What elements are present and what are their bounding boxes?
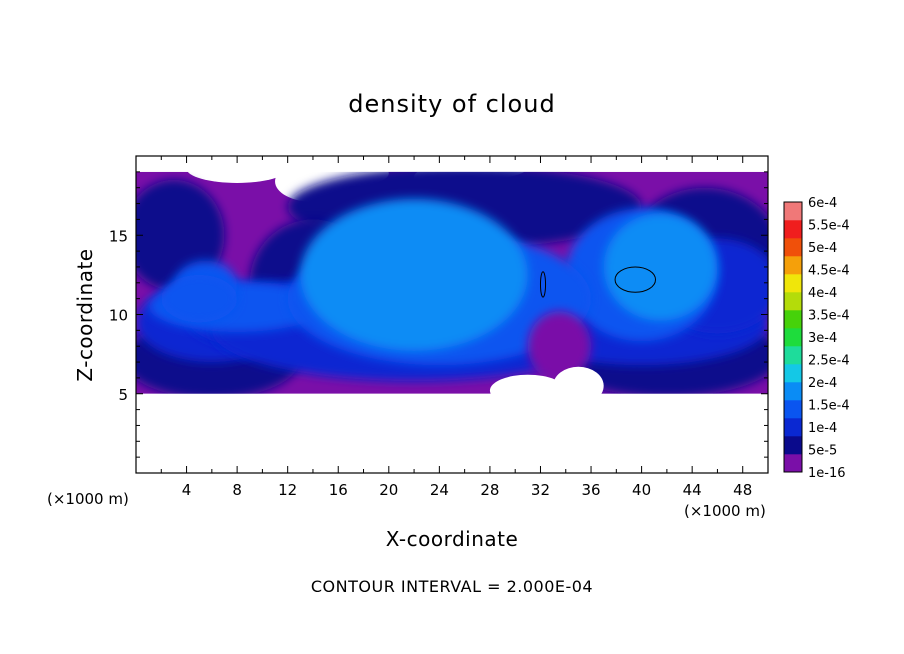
colorbar-label: 5.5e-4: [808, 219, 850, 234]
x-axis-title: X-coordinate: [386, 527, 519, 551]
contour-interval-note: CONTOUR INTERVAL = 2.000E-04: [311, 577, 593, 596]
contour-line: [539, 271, 547, 298]
colorbar-swatch: [784, 382, 802, 401]
colorbar-swatch: [784, 238, 802, 257]
colorbar-swatch: [784, 292, 802, 311]
cloud-intrusion: [527, 311, 592, 382]
colorbar-swatch: [784, 346, 802, 365]
colorbar-swatch: [784, 364, 802, 383]
colorbar-swatch: [784, 328, 802, 347]
x-tick-label: 48: [733, 481, 752, 499]
colorbar-swatch: [784, 418, 802, 437]
colorbar-label: 2e-4: [808, 376, 837, 391]
y-tick-label: 10: [109, 307, 128, 325]
colorbar-label: 1.5e-4: [808, 399, 850, 414]
colorbar-frame: [783, 201, 803, 473]
colorbar-swatch: [784, 454, 802, 473]
x-tick-label: 32: [531, 481, 550, 499]
x-tick-label: 12: [278, 481, 297, 499]
x-tick-label: 16: [329, 481, 348, 499]
colorbar: 1e-16 5e-5 1e-4 1.5e-4 2e-4 2.5e-4 3e-4 3.5e-4 4…: [783, 196, 850, 481]
y-axis-title: Z-coordinate: [73, 248, 97, 381]
colorbar-label: 6e-4: [808, 196, 837, 211]
x-axis-unit-right: (×1000 m): [684, 502, 766, 520]
colorbar-swatch: [784, 274, 802, 293]
colorbar-label: 3e-4: [808, 331, 837, 346]
cloud-core: [603, 213, 718, 321]
colorbar-swatch: [784, 220, 802, 239]
x-tick-label: 8: [232, 481, 242, 499]
colorbar-swatch: [784, 310, 802, 329]
x-axis-unit-left: (×1000 m): [47, 490, 129, 508]
colorbar-label: 5e-5: [808, 444, 837, 459]
colorbar-swatch: [784, 256, 802, 275]
x-tick-label: 24: [430, 481, 449, 499]
x-tick-label: 36: [581, 481, 600, 499]
colorbar-label: 2.5e-4: [808, 354, 850, 369]
colorbar-swatch: [784, 400, 802, 419]
chart-title: density of cloud: [348, 90, 555, 118]
colorbar-swatch: [784, 202, 802, 221]
colorbar-label: 1e-16: [808, 466, 846, 481]
y-axis-ticks: 5 10 15: [109, 171, 768, 458]
cloud-plume: [161, 274, 238, 323]
colorbar-label: 4e-4: [808, 286, 837, 301]
x-tick-label: 44: [683, 481, 702, 499]
cloud-core: [300, 198, 528, 351]
colorbar-label: 1e-4: [808, 421, 837, 436]
colorbar-label: 3.5e-4: [808, 309, 850, 324]
x-tick-label: 28: [480, 481, 499, 499]
x-tick-label: 20: [379, 481, 398, 499]
colorbar-swatch: [784, 436, 802, 455]
y-tick-label: 15: [109, 227, 128, 245]
cloud-density-field: [136, 156, 768, 473]
x-axis-ticks: 4 8 12 16 20 24 28 32 36 40 44 48: [160, 156, 752, 499]
x-tick-label: 4: [182, 481, 192, 499]
x-tick-label: 40: [632, 481, 651, 499]
colorbar-label: 5e-4: [808, 241, 837, 256]
clear-region-top: [136, 156, 768, 172]
y-tick-label: 5: [118, 386, 128, 404]
clear-region: [136, 393, 768, 473]
contour-line: [614, 266, 657, 293]
colorbar-label: 4.5e-4: [808, 264, 850, 279]
